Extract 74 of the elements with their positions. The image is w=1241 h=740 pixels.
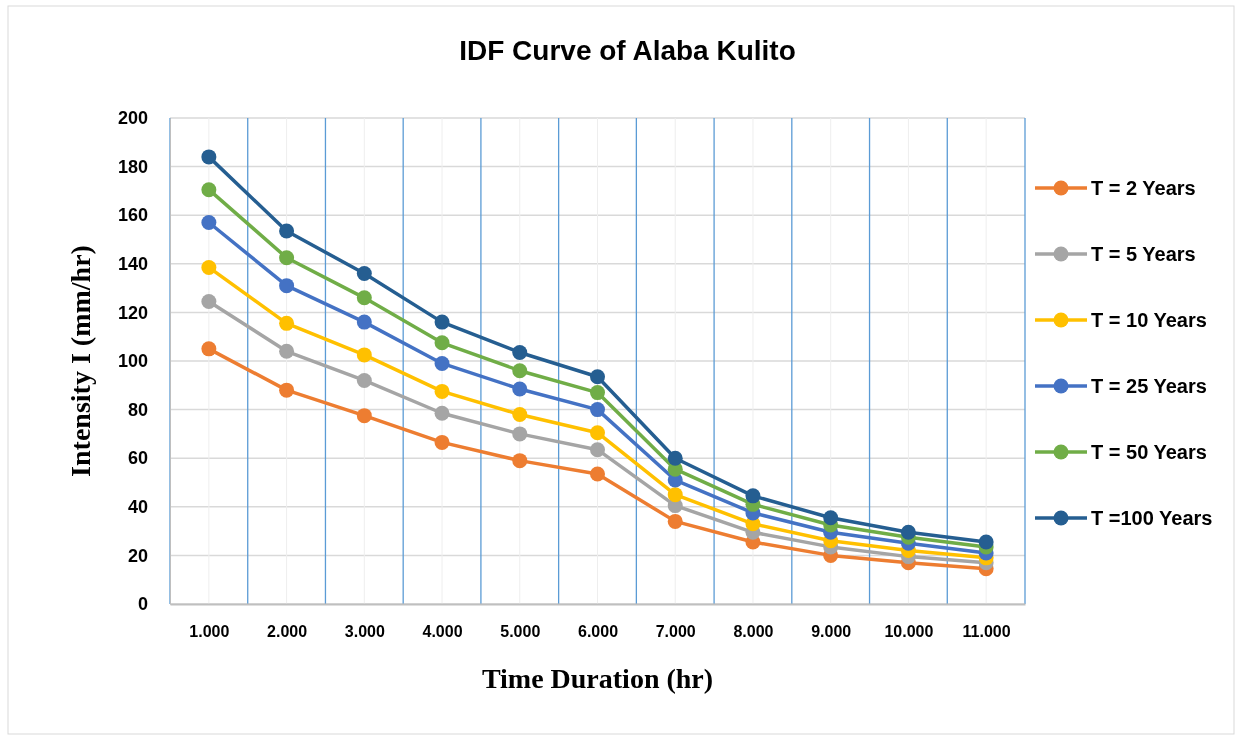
point bbox=[434, 383, 450, 399]
point bbox=[590, 466, 605, 482]
point bbox=[279, 382, 295, 398]
x-axis-title: Time Duration (hr) bbox=[481, 663, 714, 694]
y-axis-title: Intensity I (mm/hr) bbox=[65, 245, 96, 477]
legend-label: T = 5 Years bbox=[1091, 243, 1196, 265]
point bbox=[667, 487, 683, 503]
y-tick-label: 80 bbox=[127, 399, 148, 420]
point bbox=[434, 405, 450, 421]
x-tick-label: 8.000 bbox=[733, 623, 774, 641]
point bbox=[279, 250, 295, 266]
y-tick-label: 40 bbox=[127, 497, 148, 518]
point bbox=[512, 345, 528, 360]
point bbox=[512, 363, 528, 379]
point bbox=[512, 426, 528, 442]
y-tick-label: 160 bbox=[117, 205, 148, 226]
chart-title: IDF Curve of Alaba Kulito bbox=[459, 35, 796, 66]
point bbox=[590, 442, 605, 458]
point bbox=[590, 385, 605, 401]
x-tick-label: 5.000 bbox=[500, 623, 541, 641]
point bbox=[279, 223, 295, 239]
point bbox=[434, 355, 450, 371]
legend-label: T =100 Years bbox=[1091, 507, 1213, 529]
y-tick-label: 140 bbox=[117, 254, 148, 275]
point bbox=[201, 259, 217, 275]
x-tick-label: 7.000 bbox=[655, 623, 696, 641]
point bbox=[356, 314, 372, 330]
point bbox=[356, 290, 372, 306]
x-tick-label: 10.000 bbox=[884, 623, 934, 641]
legend-label: T = 2 Years bbox=[1091, 177, 1196, 199]
point bbox=[201, 293, 217, 309]
y-tick-label: 120 bbox=[117, 302, 148, 323]
x-tick-label: 2.000 bbox=[267, 623, 308, 641]
point bbox=[356, 372, 372, 388]
point bbox=[279, 278, 295, 294]
point bbox=[900, 524, 916, 540]
point bbox=[590, 369, 605, 385]
legend-label: T = 25 Years bbox=[1091, 375, 1207, 397]
x-tick-label: 6.000 bbox=[577, 623, 619, 641]
y-tick-label: 60 bbox=[127, 448, 148, 469]
y-tick-label: 200 bbox=[117, 108, 148, 129]
point bbox=[745, 488, 761, 504]
y-tick-label: 0 bbox=[137, 594, 148, 615]
x-tick-label: 11.000 bbox=[962, 623, 1011, 641]
y-tick-label: 20 bbox=[127, 545, 148, 566]
legend-label: T = 50 Years bbox=[1091, 441, 1207, 463]
point bbox=[356, 347, 372, 363]
point bbox=[823, 510, 839, 526]
point bbox=[279, 315, 295, 331]
point bbox=[434, 314, 450, 330]
point bbox=[590, 425, 605, 441]
point bbox=[512, 453, 528, 469]
legend-label: T = 10 Years bbox=[1091, 309, 1207, 331]
point bbox=[434, 434, 450, 450]
point bbox=[667, 513, 683, 529]
y-tick-label: 180 bbox=[117, 156, 148, 177]
point bbox=[512, 381, 528, 397]
x-tick-label: 4.000 bbox=[422, 623, 463, 641]
x-tick-label: 3.000 bbox=[344, 623, 385, 641]
point bbox=[279, 343, 295, 359]
x-tick-label: 1.000 bbox=[189, 623, 230, 641]
point bbox=[978, 534, 994, 550]
x-tick-label: 9.000 bbox=[811, 623, 852, 641]
point bbox=[201, 341, 217, 357]
point bbox=[590, 402, 605, 418]
point bbox=[201, 214, 217, 230]
point bbox=[356, 266, 372, 282]
point bbox=[434, 335, 450, 351]
point bbox=[512, 406, 528, 422]
point bbox=[356, 408, 372, 424]
point bbox=[667, 450, 683, 466]
point bbox=[201, 149, 217, 165]
point bbox=[201, 182, 217, 198]
y-tick-label: 100 bbox=[117, 351, 148, 372]
